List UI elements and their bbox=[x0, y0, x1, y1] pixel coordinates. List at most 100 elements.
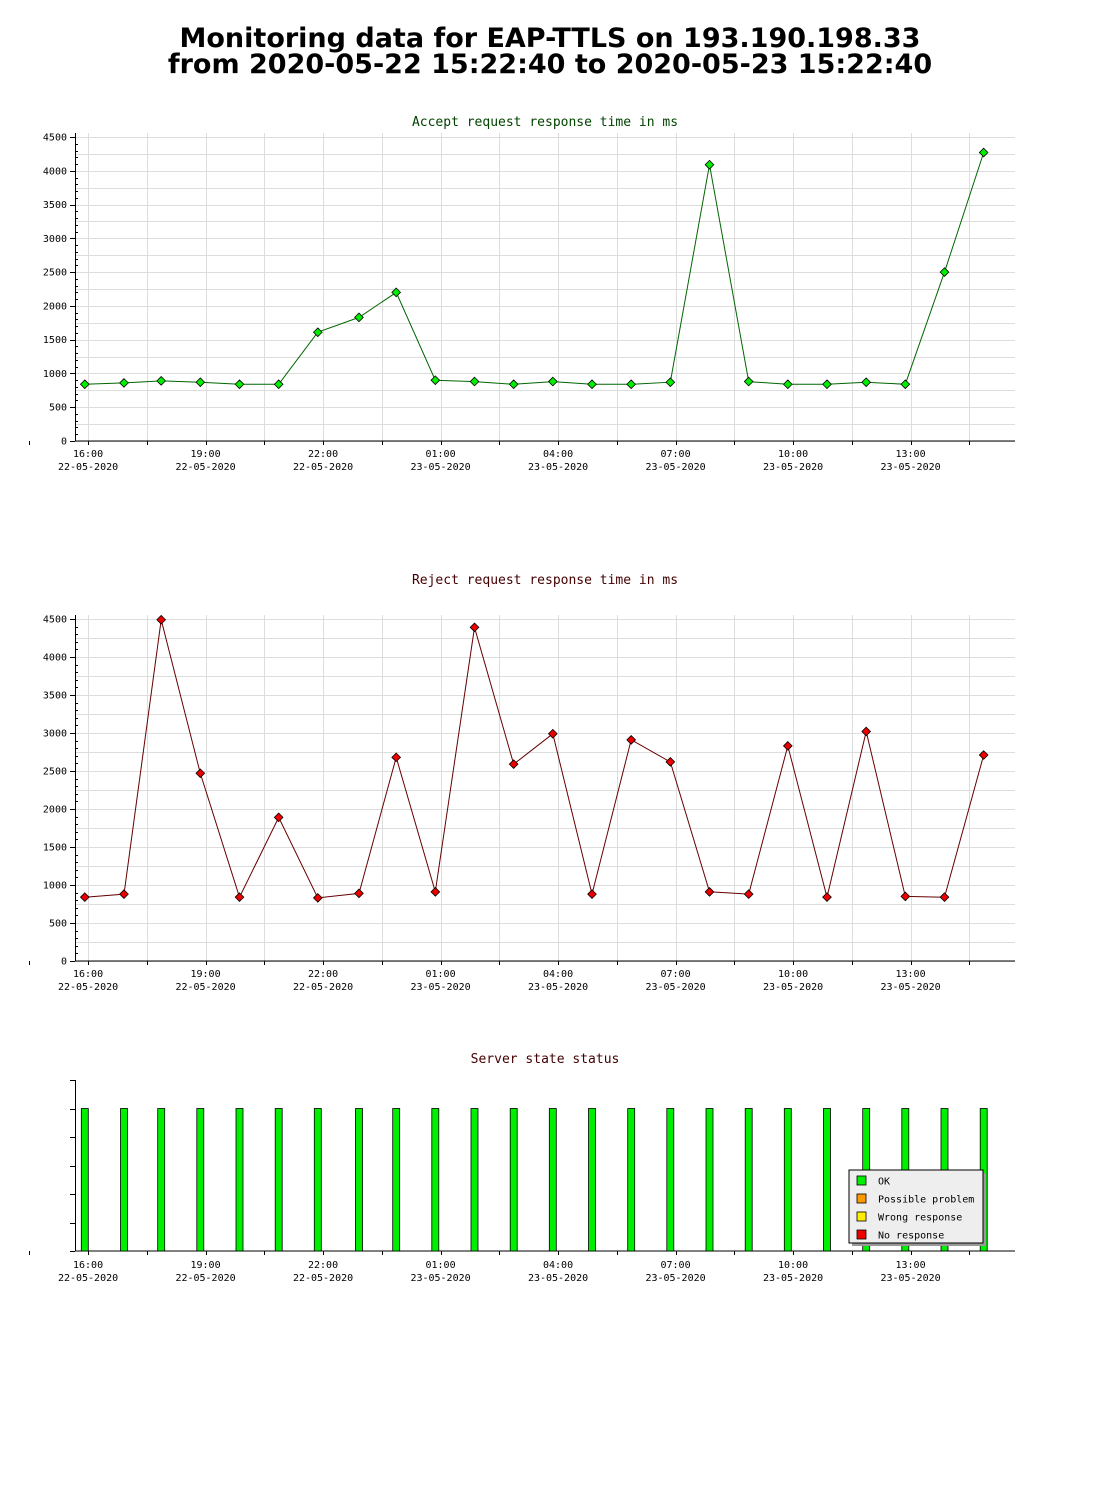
data-point bbox=[312, 327, 323, 338]
legend-swatch bbox=[856, 1193, 867, 1204]
x-tick-label-date: 22-05-2020 bbox=[175, 982, 235, 993]
x-tick-label-date: 22-05-2020 bbox=[175, 1273, 235, 1284]
server-state-chart: Server state status 16:00 22-05-2020 19:00 2… bbox=[29, 1052, 1015, 1284]
status-bar bbox=[744, 1108, 753, 1252]
legend-swatch bbox=[856, 1229, 867, 1240]
status-bar bbox=[196, 1108, 205, 1252]
chart-title: Reject request response time in ms bbox=[412, 573, 678, 588]
x-tick-label-time: 07:00 bbox=[661, 969, 691, 980]
data-point bbox=[978, 147, 989, 158]
x-tick-label-date: 23-05-2020 bbox=[645, 982, 705, 993]
x-tick-label-date: 23-05-2020 bbox=[763, 462, 823, 473]
data-point bbox=[156, 376, 167, 386]
status-bar bbox=[588, 1108, 596, 1252]
status-bar bbox=[627, 1108, 636, 1252]
status-bar bbox=[157, 1108, 166, 1252]
x-tick-label-time: 01:00 bbox=[426, 449, 456, 460]
data-point bbox=[743, 376, 754, 387]
data-point bbox=[587, 379, 597, 390]
x-tick-label-time: 04:00 bbox=[543, 969, 573, 980]
data-point bbox=[861, 726, 872, 737]
data-point bbox=[312, 893, 323, 903]
data-point bbox=[119, 378, 129, 388]
x-tick-label-date: 23-05-2020 bbox=[528, 982, 588, 993]
y-tick-label: 4000 bbox=[43, 166, 67, 177]
status-bar bbox=[509, 1108, 518, 1252]
x-tick-label-date: 22-05-2020 bbox=[293, 982, 353, 993]
data-point bbox=[822, 379, 832, 390]
x-tick-label-time: 19:00 bbox=[191, 1260, 221, 1271]
status-bar bbox=[548, 1108, 557, 1252]
x-tick-label-time: 04:00 bbox=[543, 1260, 573, 1271]
series-line bbox=[84, 152, 985, 385]
x-tick-label-date: 23-05-2020 bbox=[410, 982, 470, 993]
data-point bbox=[939, 892, 950, 903]
data-point bbox=[626, 379, 637, 390]
data-point bbox=[195, 768, 206, 779]
x-tick-label-date: 22-05-2020 bbox=[58, 1273, 118, 1284]
y-tick-label: 500 bbox=[49, 403, 67, 414]
y-tick-label: 4500 bbox=[43, 133, 67, 144]
x-tick-label-time: 13:00 bbox=[896, 969, 926, 980]
status-bar bbox=[313, 1108, 322, 1252]
status-bar bbox=[823, 1108, 831, 1252]
status-bar bbox=[431, 1108, 440, 1252]
x-tick-label-time: 22:00 bbox=[308, 449, 338, 460]
x-tick-label-time: 10:00 bbox=[778, 449, 808, 460]
data-point bbox=[508, 759, 519, 770]
data-point bbox=[79, 892, 90, 903]
y-tick-label: 1000 bbox=[43, 369, 67, 380]
data-point bbox=[469, 376, 480, 387]
x-tick-label-date: 23-05-2020 bbox=[645, 462, 705, 473]
y-tick-label: 0 bbox=[61, 957, 67, 968]
chart-title: Server state status bbox=[471, 1052, 620, 1067]
data-point bbox=[547, 376, 558, 387]
x-tick-label-date: 23-05-2020 bbox=[880, 982, 940, 993]
data-point bbox=[665, 377, 676, 388]
status-bar bbox=[392, 1108, 401, 1252]
status-legend: OK Possible problem Wrong response No respo… bbox=[848, 1169, 986, 1246]
data-point bbox=[939, 267, 950, 277]
x-tick-label-date: 22-05-2020 bbox=[58, 462, 118, 473]
y-tick-label: 2500 bbox=[43, 268, 67, 279]
data-point bbox=[704, 159, 715, 170]
x-tick-label-date: 23-05-2020 bbox=[880, 462, 940, 473]
data-point bbox=[156, 614, 167, 625]
data-point bbox=[391, 287, 402, 298]
legend-swatch bbox=[856, 1175, 867, 1186]
x-tick-label-date: 23-05-2020 bbox=[763, 982, 823, 993]
data-point bbox=[195, 377, 206, 388]
x-tick-label-date: 23-05-2020 bbox=[410, 462, 470, 473]
data-point bbox=[547, 728, 558, 739]
status-bar bbox=[80, 1108, 89, 1252]
data-point bbox=[508, 379, 519, 390]
y-tick-label: 3000 bbox=[43, 234, 67, 245]
data-point bbox=[79, 379, 90, 390]
status-bar bbox=[666, 1108, 675, 1252]
data-point bbox=[234, 379, 245, 390]
x-tick-label-date: 22-05-2020 bbox=[293, 462, 353, 473]
x-tick-label-date: 23-05-2020 bbox=[880, 1273, 940, 1284]
y-tick-label: 2000 bbox=[43, 805, 67, 816]
x-tick-label-time: 01:00 bbox=[426, 969, 456, 980]
y-tick-label: 4000 bbox=[43, 653, 67, 664]
x-tick-label-date: 23-05-2020 bbox=[528, 462, 588, 473]
data-point bbox=[743, 889, 754, 899]
series-line bbox=[84, 619, 985, 899]
data-point bbox=[782, 741, 793, 751]
x-tick-label-date: 22-05-2020 bbox=[58, 982, 118, 993]
x-tick-label-time: 04:00 bbox=[543, 449, 573, 460]
data-point bbox=[704, 886, 715, 897]
y-tick-label: 1500 bbox=[43, 335, 67, 346]
data-point bbox=[782, 379, 793, 390]
status-bar bbox=[235, 1108, 244, 1252]
data-point bbox=[354, 888, 364, 899]
x-tick-label-date: 23-05-2020 bbox=[528, 1273, 588, 1284]
chart-title: Accept request response time in ms bbox=[412, 115, 678, 130]
reject-response-chart: Reject request response time in ms 0 500 10… bbox=[29, 573, 1015, 993]
accept-response-chart: Accept request response time in ms 0 500 10… bbox=[29, 115, 1015, 473]
page-title-line1: Monitoring data for EAP-TTLS on 193.190.… bbox=[179, 23, 921, 54]
data-point bbox=[430, 375, 441, 386]
y-tick-label: 500 bbox=[49, 919, 67, 930]
x-tick-label-time: 13:00 bbox=[896, 1260, 926, 1271]
